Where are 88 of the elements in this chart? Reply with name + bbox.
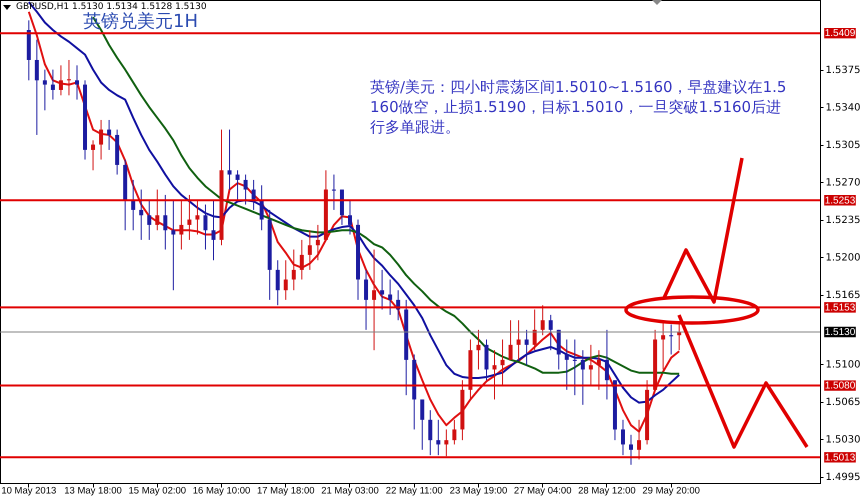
candlestick: [91, 140, 96, 171]
candlestick: [187, 194, 192, 240]
candlestick: [492, 350, 497, 400]
candlestick: [195, 200, 200, 236]
candlestick: [276, 260, 280, 306]
candlestick: [42, 69, 47, 111]
candlestick: [50, 69, 55, 100]
candlestick: [516, 320, 521, 360]
candlestick: [428, 410, 432, 456]
annotation: 英镑/美元：四小时震荡区间1.5010~1.5160，早盘建议在1.5160做空，止损1.5190，目标1.5010，一旦突破1.5160后进行多单跟进。: [370, 78, 786, 136]
y-tick-label: 1.4995: [826, 472, 860, 484]
y-tick-label: 1.5235: [826, 215, 860, 226]
candlestick: [637, 419, 642, 460]
y-tick-label: 1.5100: [826, 360, 860, 371]
candlestick: [139, 189, 144, 240]
candlestick: [99, 119, 104, 160]
candlestick: [107, 119, 112, 150]
candlestick: [372, 249, 376, 351]
ref-line-label: 1.5253: [824, 195, 856, 206]
x-tick-label: 28 May 12:00: [578, 486, 636, 496]
candlestick: [236, 170, 240, 201]
candlestick: [260, 184, 264, 231]
y-tick-label: 1.5305: [826, 140, 860, 152]
candlestick: [452, 419, 456, 445]
ref-line-label: 1.5130: [824, 326, 856, 338]
y-tick-label: 1.5375: [826, 65, 860, 76]
y-tick-label: 1.5165: [826, 290, 860, 302]
candlestick: [244, 174, 248, 206]
candlestick: [564, 338, 569, 390]
candlestick: [34, 39, 39, 136]
candlestick: [436, 419, 440, 456]
candlestick: [604, 329, 609, 400]
y-tick-label: 1.5270: [826, 178, 860, 189]
x-tick-label: 27 May 04:00: [514, 486, 572, 496]
ref-line-label: 1.5153: [824, 302, 856, 314]
candlestick: [548, 314, 553, 351]
y-tick-label: 1.5065: [826, 397, 860, 408]
ref-line-label: 1.5409: [824, 28, 856, 40]
candlestick: [388, 279, 392, 316]
candlestick: [476, 329, 480, 370]
candlestick: [444, 428, 448, 457]
x-tick-label: 16 May 10:00: [192, 486, 250, 496]
candlestick: [572, 338, 577, 396]
x-tick-label: 29 May 20:00: [642, 486, 700, 496]
candlestick: [596, 350, 601, 390]
x-tick-label: 10 May 2013: [1, 486, 56, 496]
candlestick: [532, 309, 537, 351]
candlestick: [163, 194, 168, 250]
candlestick: [300, 239, 304, 280]
x-tick-label: 15 May 02:00: [128, 486, 186, 496]
candlestick: [155, 189, 160, 231]
x-tick-label: 13 May 18:00: [64, 486, 122, 496]
candlestick: [211, 200, 216, 261]
candlestick: [332, 174, 336, 210]
x-tick-label: 22 May 11:00: [386, 486, 443, 496]
x-tick-label: 23 May 19:00: [450, 486, 508, 496]
candlestick: [308, 230, 312, 270]
candlestick: [147, 200, 152, 240]
candlestick: [620, 419, 625, 456]
candlestick: [252, 179, 256, 210]
candlestick: [228, 129, 232, 190]
candlestick: [171, 200, 176, 291]
y-tick-label: 1.5200: [826, 252, 860, 264]
y-tick-label: 1.5030: [826, 434, 860, 446]
candlestick: [179, 200, 184, 250]
ref-line-label: 1.5080: [824, 380, 856, 392]
candlestick: [284, 260, 288, 300]
x-tick-label: 21 May 03:00: [321, 486, 379, 496]
x-tick-label: 17 May 18:00: [256, 486, 315, 496]
candlestick: [348, 200, 352, 236]
candlestick: [316, 224, 320, 261]
candlestick: [524, 329, 529, 366]
candlestick: [58, 64, 63, 96]
candlestick: [669, 324, 674, 355]
candlestick: [74, 64, 79, 100]
candlestick: [364, 269, 368, 330]
candlestick: [203, 204, 208, 250]
candlestick: [500, 338, 505, 385]
y-tick-label: 1.5340: [826, 102, 860, 114]
candlestick: [508, 320, 513, 360]
ref-line-label: 1.5013: [824, 452, 856, 464]
candlestick: [380, 269, 384, 310]
candlestick: [540, 304, 545, 336]
candlestick: [629, 434, 634, 466]
candlestick: [588, 344, 593, 385]
candlestick: [420, 398, 424, 450]
candlestick: [292, 249, 296, 291]
candlestick: [66, 59, 71, 96]
